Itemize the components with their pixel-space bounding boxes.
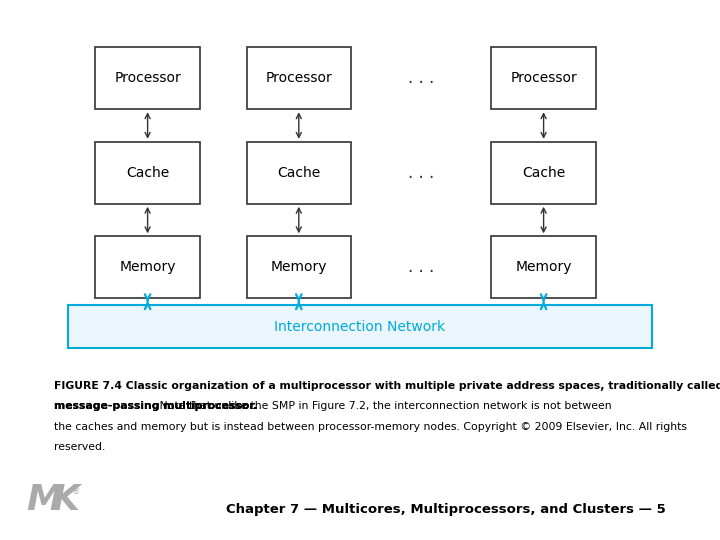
Bar	[68, 305, 652, 348]
Text: Memory: Memory	[120, 260, 176, 274]
Bar	[246, 237, 351, 298]
Text: the caches and memory but is instead between processor-memory nodes. Copyright ©: the caches and memory but is instead bet…	[54, 422, 687, 432]
Text: FIGURE 7.4 Classic organization of a multiprocessor with multiple private addres: FIGURE 7.4 Classic organization of a mul…	[54, 381, 720, 391]
Bar	[95, 141, 199, 204]
Bar	[95, 237, 199, 298]
Text: Memory: Memory	[271, 260, 327, 274]
Text: . . .: . . .	[408, 164, 434, 182]
Text: . . .: . . .	[408, 258, 434, 276]
Bar	[491, 141, 596, 204]
Bar	[246, 141, 351, 204]
Text: M: M	[27, 483, 63, 516]
Text: . . .: . . .	[408, 69, 434, 87]
Bar	[491, 47, 596, 109]
Text: Memory: Memory	[516, 260, 572, 274]
Text: Processor: Processor	[266, 71, 332, 85]
Bar	[246, 47, 351, 109]
Text: Cache: Cache	[522, 166, 565, 180]
Text: Cache: Cache	[277, 166, 320, 180]
Text: message-passing multiprocessor.: message-passing multiprocessor.	[54, 401, 258, 411]
Text: ®: ®	[71, 487, 80, 496]
Text: Chapter 7 — Multicores, Multiprocessors, and Clusters — 5: Chapter 7 — Multicores, Multiprocessors,…	[226, 503, 666, 516]
Text: Cache: Cache	[126, 166, 169, 180]
Text: K: K	[51, 483, 78, 516]
Bar	[95, 47, 199, 109]
Text: Processor: Processor	[114, 71, 181, 85]
Text: message-passing multiprocessor.: message-passing multiprocessor.	[54, 401, 258, 411]
Bar	[491, 237, 596, 298]
Text: reserved.: reserved.	[54, 442, 105, 453]
Text: Processor: Processor	[510, 71, 577, 85]
Text: Interconnection Network: Interconnection Network	[274, 320, 446, 334]
Text: Note that unlike the SMP in Figure 7.2, the interconnection network is not betwe: Note that unlike the SMP in Figure 7.2, …	[156, 401, 611, 411]
